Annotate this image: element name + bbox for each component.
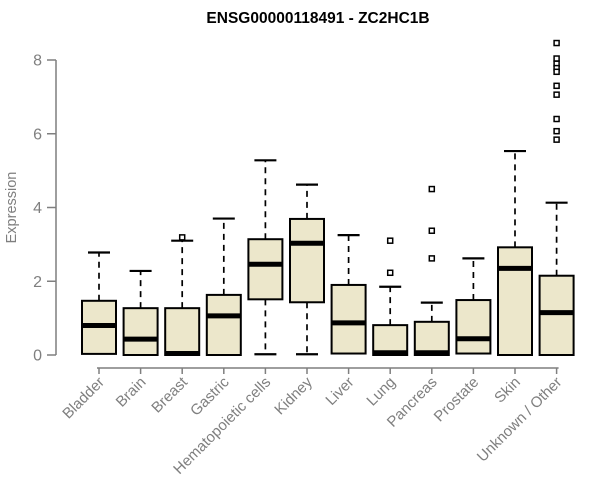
outlier-unknown-other-8 (553, 127, 560, 135)
boxplot-lung (372, 237, 409, 357)
boxplot-skin (497, 149, 533, 356)
outlier-unknown-other-5 (553, 82, 560, 90)
outlier-unknown-other-6 (553, 91, 560, 98)
boxplot-gastric (205, 217, 242, 356)
box-gastric (205, 293, 242, 356)
outlier-unknown-other-9 (553, 136, 560, 143)
outlier-unknown-other-1 (553, 55, 560, 62)
y-tick-label-2: 2 (33, 274, 42, 291)
x-tick-label-breast: Breast (148, 373, 191, 416)
boxplot-unknown-other (538, 39, 575, 356)
outlier-pancreas-0 (428, 185, 436, 193)
box-breast (164, 307, 201, 357)
y-tick-label-6: 6 (33, 126, 42, 143)
box-unknown-other (538, 274, 575, 356)
outlier-pancreas-2 (428, 255, 436, 262)
box-skin (497, 246, 533, 356)
x-tick-label-bladder: Bladder (59, 374, 108, 423)
box-brain (122, 307, 159, 357)
box-prostate (455, 299, 492, 355)
box-liver (330, 283, 367, 355)
outlier-unknown-other-0 (553, 39, 560, 47)
boxplot-hematopoietic-cells (247, 159, 284, 356)
outlier-breast-0 (178, 234, 186, 241)
box-pancreas (413, 320, 450, 356)
chart-title: ENSG00000118491 - ZC2HC1B (206, 10, 429, 27)
boxplot-kidney (289, 183, 325, 356)
x-tick-label-liver: Liver (322, 374, 357, 409)
x-tick-label-prostate: Prostate (431, 374, 483, 426)
box-kidney (289, 217, 325, 304)
x-tick-label-kidney: Kidney (271, 373, 316, 418)
y-axis-title: Expression (4, 172, 20, 244)
boxplot-bladder (81, 251, 117, 355)
outlier-lung-1 (386, 269, 394, 277)
outlier-unknown-other-4 (553, 68, 560, 76)
x-tick-label-skin: Skin (491, 374, 524, 407)
outlier-pancreas-1 (428, 227, 436, 234)
y-tick-label-4: 4 (33, 200, 42, 217)
x-tick-label-brain: Brain (113, 374, 150, 411)
boxplot-brain (122, 269, 159, 357)
outlier-lung-0 (386, 237, 394, 244)
boxplot-pancreas (413, 185, 450, 356)
boxplot-liver (330, 234, 367, 355)
y-tick-label-8: 8 (33, 53, 42, 70)
box-hematopoietic-cells (247, 238, 284, 301)
boxplot-breast (164, 234, 201, 357)
outlier-unknown-other-7 (553, 115, 560, 123)
boxplot-prostate (455, 257, 492, 355)
x-tick-label-lung: Lung (363, 374, 399, 410)
y-tick-label-0: 0 (33, 348, 42, 365)
